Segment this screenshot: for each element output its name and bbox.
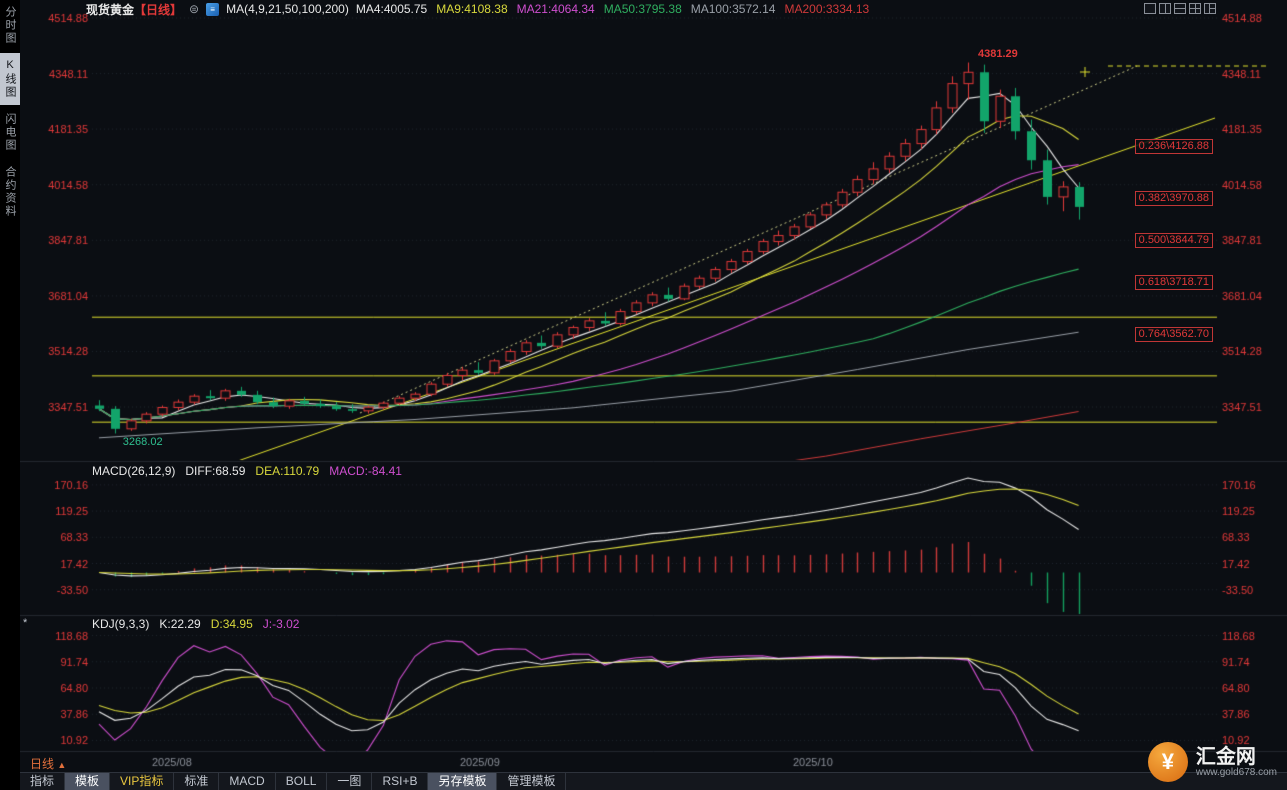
sidebar-tab-kline-chart[interactable]: K线图 xyxy=(0,53,20,105)
toolbar-tab-standard[interactable]: 标准 xyxy=(174,773,220,790)
left-sidebar: 分时图 K线图闪电图合约资料 xyxy=(0,0,20,790)
toolbar-tab-macd[interactable]: MACD xyxy=(219,773,276,790)
ma-value-ma50: MA50:3795.38 xyxy=(603,2,682,16)
toolbar-tab-indicators[interactable]: 指标 xyxy=(20,773,66,790)
indicator-settings-icon[interactable]: * xyxy=(23,617,28,629)
layout-grid-icon[interactable] xyxy=(1189,3,1201,14)
period-tag: 【日线】 xyxy=(134,2,183,17)
toolbar-tab-save-template[interactable]: 另存模板 xyxy=(428,773,498,790)
site-logo: ¥ 汇金网 www.gold678.com xyxy=(1147,742,1277,782)
expand-arrow-icon: ▲ xyxy=(57,760,67,770)
fib-level-label-0[interactable]: 0.236\4126.88 xyxy=(1134,139,1213,155)
toolbar-tab-templates[interactable]: 模板 xyxy=(65,773,111,790)
layout-horizontal-split-icon[interactable] xyxy=(1174,3,1186,14)
logo-circle-icon: ¥ xyxy=(1147,742,1188,782)
chart-header: 现货黄金 【日线】 ⊜ ≡ MA(4,9,21,50,100,200) MA4:4… xyxy=(86,1,869,17)
fib-level-label-2[interactable]: 0.500\3844.79 xyxy=(1134,233,1213,249)
symbol-title: 现货黄金 xyxy=(86,2,135,17)
ma-value-ma4: MA4:4005.75 xyxy=(355,2,428,16)
low-price-label: 3268.02 xyxy=(122,436,163,449)
kdj-j-value: J:-3.02 xyxy=(262,617,300,631)
toolbar-tab-one-chart[interactable]: 一图 xyxy=(327,773,373,790)
layout-full-icon[interactable] xyxy=(1144,3,1156,14)
logo-name: 汇金网 xyxy=(1195,745,1256,768)
chart-style-icon[interactable]: ≡ xyxy=(206,2,220,16)
macd-legend: MACD(26,12,9) DIFF:68.59 DEA:110.79 MACD… xyxy=(92,464,402,478)
toolbar-tab-vip-indicators[interactable]: VIP指标 xyxy=(110,773,175,790)
period-selector[interactable]: 日线 ▲ xyxy=(30,755,66,772)
window-layout-icons xyxy=(1144,3,1216,14)
macd-diff-value: DIFF:68.59 xyxy=(185,464,246,478)
kdj-d-value: D:34.95 xyxy=(210,617,253,631)
macd-title: MACD(26,12,9) xyxy=(92,464,176,478)
logo-url: www.gold678.com xyxy=(1195,766,1277,778)
bottom-toolbar: 指标 模板 VIP指标 标准 MACD BOLL 一图 RSI+B 另存模板 管理模板 xyxy=(20,772,1287,790)
toolbar-tab-boll[interactable]: BOLL xyxy=(276,773,328,790)
macd-value: MACD:-84.41 xyxy=(329,464,402,478)
layout-mixed-icon[interactable] xyxy=(1204,3,1216,14)
ma-value-ma200: MA200:3334.13 xyxy=(784,2,870,16)
ma-value-ma21: MA21:4064.34 xyxy=(516,2,595,16)
peak-price-label: 4381.29 xyxy=(978,47,1018,60)
toolbar-tab-rsi-b[interactable]: RSI+B xyxy=(372,773,429,790)
toolbar-tab-manage-templates[interactable]: 管理模板 xyxy=(497,773,567,790)
ma-value-ma100: MA100:3572.14 xyxy=(690,2,776,16)
ma-value-ma9: MA9:4108.38 xyxy=(436,2,508,16)
sidebar-tab-lightning-chart[interactable]: 闪电图 xyxy=(4,113,16,152)
ma-params-label: MA(4,9,21,50,100,200) xyxy=(226,2,349,16)
fib-level-label-1[interactable]: 0.382\3970.88 xyxy=(1134,191,1213,207)
layout-vertical-split-icon[interactable] xyxy=(1159,3,1171,14)
circle-lines-icon[interactable]: ⊜ xyxy=(189,2,200,16)
fib-level-label-4[interactable]: 0.764\3562.70 xyxy=(1134,327,1213,343)
sidebar-tab-time-chart[interactable]: 分时图 xyxy=(4,6,16,45)
sidebar-tab-contract-info[interactable]: 合约资料 xyxy=(4,166,16,218)
fib-level-label-3[interactable]: 0.618\3718.71 xyxy=(1134,275,1213,291)
period-label-text: 日线 xyxy=(30,757,55,771)
kdj-legend: KDJ(9,3,3) K:22.29 D:34.95 J:-3.02 xyxy=(92,617,299,631)
kdj-k-value: K:22.29 xyxy=(159,617,201,631)
macd-dea-value: DEA:110.79 xyxy=(255,464,320,478)
kdj-title: KDJ(9,3,3) xyxy=(92,617,150,631)
ma-values-legend: MA4:4005.75 MA9:4108.38 MA21:4064.34 MA50:3… xyxy=(356,2,869,16)
